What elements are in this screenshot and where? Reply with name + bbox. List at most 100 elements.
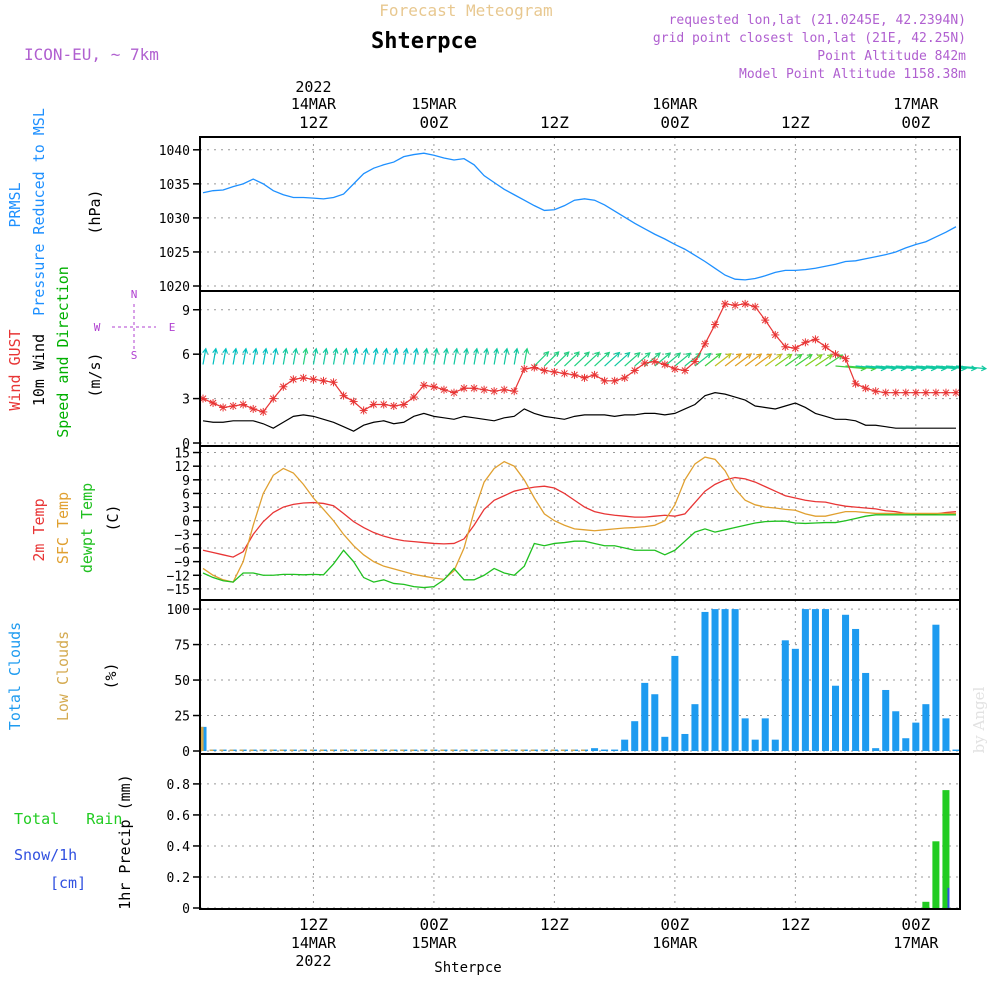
wind-arrow: [312, 348, 317, 365]
gust-marker: [901, 388, 910, 397]
wind-arrow-head: [402, 347, 409, 354]
low-cloud-bar: [570, 749, 575, 751]
gust-marker-d2: [812, 336, 819, 343]
total-cloud-bar: [731, 609, 739, 751]
temp-ylabel-2m: 2m Temp: [30, 498, 48, 561]
wind-arrow-head: [594, 351, 601, 358]
gust-marker-d2: [691, 358, 699, 365]
time-label-bottom: 00Z: [419, 915, 448, 934]
wind-arrow: [584, 351, 600, 367]
gust-marker-d2: [480, 386, 488, 394]
precip-label-snow: Snow/1h: [14, 846, 77, 864]
gust-marker-d2: [470, 384, 478, 392]
y-tick-label: 25: [174, 710, 190, 725]
low-cloud-bar: [450, 749, 455, 751]
gust-marker-d2: [199, 395, 207, 402]
wind-arrow: [734, 353, 752, 367]
gust-marker: [851, 379, 860, 388]
wind-ylabel-dir: Speed and Direction: [54, 266, 72, 438]
time-label-top: 17MAR: [893, 95, 939, 113]
wind-arrow-head: [543, 350, 550, 357]
wind-arrow: [564, 351, 580, 367]
gust-marker-d2: [651, 358, 659, 365]
grid-layer: [200, 137, 960, 909]
low-cloud-bar: [219, 749, 224, 751]
low-cloud-bar: [470, 749, 475, 751]
total-cloud-bar: [761, 718, 769, 751]
wind-arrow-head: [584, 351, 590, 358]
wind-arrow-head: [756, 353, 763, 359]
low-cloud-bar: [269, 749, 274, 751]
low-cloud-bar: [410, 749, 415, 751]
gust-marker-d2: [541, 367, 548, 374]
gust-marker-d2: [942, 389, 950, 397]
wind-arrow: [483, 348, 488, 365]
model-label: ICON-EU, ~ 7km: [24, 45, 159, 64]
total-cloud-bar: [831, 685, 840, 751]
wind-arrow: [885, 365, 916, 370]
low-cloud-bar: [540, 749, 545, 751]
title-top: Forecast Meteogram: [379, 1, 552, 20]
wind-arrow: [754, 353, 772, 367]
wind-arrow: [393, 348, 398, 365]
wind-arrow: [624, 352, 641, 367]
y-tick-label: 1040: [159, 144, 190, 159]
rain-bar: [932, 841, 940, 908]
total-cloud-bar: [922, 704, 930, 751]
total-cloud-bar: [661, 736, 669, 751]
time-label-top: 12Z: [781, 113, 810, 132]
gust-marker: [791, 344, 800, 353]
gust-marker-d2: [862, 384, 869, 392]
gust-marker: [590, 370, 599, 379]
wind-arrow: [865, 365, 896, 370]
total-cloud-bar: [591, 748, 599, 751]
gust-marker: [700, 339, 709, 348]
wind-arrow: [272, 348, 277, 365]
gust-marker: [359, 406, 368, 415]
wind-arrow: [373, 348, 378, 365]
wind-arrow-head: [695, 352, 702, 359]
total-cloud-bar: [721, 609, 729, 751]
gust-marker-d2: [661, 361, 669, 368]
wind-arrow: [413, 348, 418, 365]
gust-marker: [219, 403, 228, 412]
rain-bar: [922, 901, 930, 908]
wind-arrow: [925, 365, 956, 370]
gust-marker-d2: [370, 401, 378, 408]
gust-marker: [761, 316, 770, 325]
gust-marker-d2: [802, 338, 809, 346]
time-label-bottom: 12Z: [781, 915, 810, 934]
gust-marker-d2: [290, 375, 297, 383]
pressure-unit: (hPa): [86, 189, 104, 234]
wind-arrow-head: [685, 352, 692, 359]
gust-marker: [500, 385, 509, 394]
low-cloud-bar: [581, 749, 585, 751]
gust-marker: [369, 400, 378, 409]
gust-marker-d2: [360, 407, 367, 414]
wind-arrow: [222, 348, 227, 365]
gust-marker: [781, 342, 790, 351]
low-cloud-bar: [330, 749, 334, 751]
wind-arrow-head: [222, 347, 229, 354]
total-cloud-bar: [862, 672, 870, 751]
gust-marker: [620, 373, 629, 382]
low-cloud-bar: [460, 749, 465, 751]
low-cloud-bar: [530, 749, 535, 751]
wind-arrow: [604, 352, 620, 367]
wind-arrow: [212, 348, 217, 365]
wind-arrow-head: [971, 365, 978, 372]
wind-arrow: [704, 353, 722, 367]
time-label-bottom: 2022: [295, 952, 331, 970]
time-label-bottom: 16MAR: [652, 934, 698, 952]
gust-marker: [630, 366, 639, 375]
low-cloud-bar: [350, 749, 354, 751]
gust-marker-d2: [279, 383, 287, 391]
wind-arrow-head: [563, 351, 570, 358]
gust-marker: [339, 391, 348, 400]
wind-arrow: [905, 365, 936, 370]
wind-arrow-head: [282, 347, 289, 354]
y-tick-label: 15: [174, 447, 190, 462]
wind-arrow: [594, 352, 610, 367]
wind-arrow: [403, 348, 408, 365]
